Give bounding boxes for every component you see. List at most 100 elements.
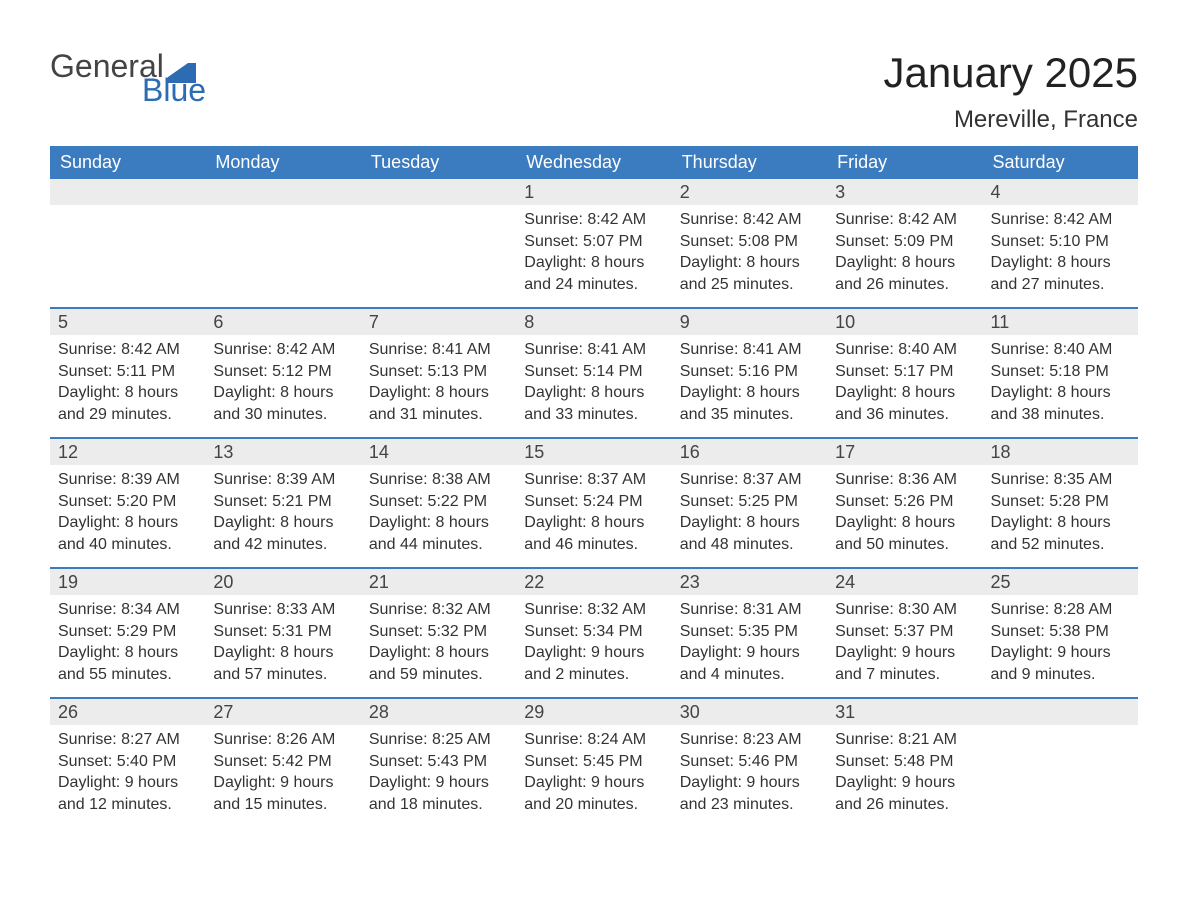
daylight-line1: Daylight: 8 hours: [369, 382, 508, 404]
daylight-line1: Daylight: 8 hours: [524, 382, 663, 404]
daylight-line1: Daylight: 9 hours: [991, 642, 1130, 664]
day-cell: 21Sunrise: 8:32 AMSunset: 5:32 PMDayligh…: [361, 569, 516, 697]
daylight-line2: and 20 minutes.: [524, 794, 663, 816]
sunset-text: Sunset: 5:46 PM: [680, 751, 819, 773]
daylight-line2: and 30 minutes.: [213, 404, 352, 426]
day-body: Sunrise: 8:27 AMSunset: 5:40 PMDaylight:…: [50, 725, 205, 825]
day-number: 19: [50, 569, 205, 595]
calendar-page: General Blue January 2025 Mereville, Fra…: [0, 0, 1188, 857]
daylight-line1: Daylight: 8 hours: [58, 382, 197, 404]
weekday-header: Sunday: [50, 146, 205, 179]
daylight-line1: Daylight: 9 hours: [680, 772, 819, 794]
sunrise-text: Sunrise: 8:40 AM: [835, 339, 974, 361]
day-number: 22: [516, 569, 671, 595]
day-number: 16: [672, 439, 827, 465]
day-cell: 29Sunrise: 8:24 AMSunset: 5:45 PMDayligh…: [516, 699, 671, 827]
day-body: Sunrise: 8:38 AMSunset: 5:22 PMDaylight:…: [361, 465, 516, 565]
week-row: 1Sunrise: 8:42 AMSunset: 5:07 PMDaylight…: [50, 179, 1138, 307]
day-cell: 6Sunrise: 8:42 AMSunset: 5:12 PMDaylight…: [205, 309, 360, 437]
daylight-line1: Daylight: 9 hours: [835, 772, 974, 794]
daylight-line1: Daylight: 8 hours: [835, 382, 974, 404]
day-cell: 11Sunrise: 8:40 AMSunset: 5:18 PMDayligh…: [983, 309, 1138, 437]
day-body: [983, 725, 1138, 821]
sunrise-text: Sunrise: 8:39 AM: [58, 469, 197, 491]
day-body: Sunrise: 8:42 AMSunset: 5:12 PMDaylight:…: [205, 335, 360, 435]
daylight-line1: Daylight: 8 hours: [524, 252, 663, 274]
calendar-grid: SundayMondayTuesdayWednesdayThursdayFrid…: [50, 146, 1138, 827]
day-number: 13: [205, 439, 360, 465]
sunset-text: Sunset: 5:14 PM: [524, 361, 663, 383]
sunset-text: Sunset: 5:34 PM: [524, 621, 663, 643]
daylight-line1: Daylight: 8 hours: [991, 382, 1130, 404]
daylight-line2: and 23 minutes.: [680, 794, 819, 816]
sunrise-text: Sunrise: 8:35 AM: [991, 469, 1130, 491]
day-number: 20: [205, 569, 360, 595]
sunrise-text: Sunrise: 8:26 AM: [213, 729, 352, 751]
day-number: 12: [50, 439, 205, 465]
weekday-header: Tuesday: [361, 146, 516, 179]
daylight-line2: and 26 minutes.: [835, 794, 974, 816]
sunset-text: Sunset: 5:12 PM: [213, 361, 352, 383]
day-cell: 23Sunrise: 8:31 AMSunset: 5:35 PMDayligh…: [672, 569, 827, 697]
daylight-line2: and 12 minutes.: [58, 794, 197, 816]
day-cell: 2Sunrise: 8:42 AMSunset: 5:08 PMDaylight…: [672, 179, 827, 307]
day-cell: 8Sunrise: 8:41 AMSunset: 5:14 PMDaylight…: [516, 309, 671, 437]
sunset-text: Sunset: 5:13 PM: [369, 361, 508, 383]
daylight-line1: Daylight: 8 hours: [991, 252, 1130, 274]
day-number: 7: [361, 309, 516, 335]
day-cell: 31Sunrise: 8:21 AMSunset: 5:48 PMDayligh…: [827, 699, 982, 827]
daylight-line1: Daylight: 8 hours: [991, 512, 1130, 534]
day-body: Sunrise: 8:41 AMSunset: 5:13 PMDaylight:…: [361, 335, 516, 435]
sunrise-text: Sunrise: 8:34 AM: [58, 599, 197, 621]
day-number: 28: [361, 699, 516, 725]
sunset-text: Sunset: 5:22 PM: [369, 491, 508, 513]
day-number: 17: [827, 439, 982, 465]
day-cell: 27Sunrise: 8:26 AMSunset: 5:42 PMDayligh…: [205, 699, 360, 827]
week-row: 5Sunrise: 8:42 AMSunset: 5:11 PMDaylight…: [50, 307, 1138, 437]
day-cell: 5Sunrise: 8:42 AMSunset: 5:11 PMDaylight…: [50, 309, 205, 437]
day-body: Sunrise: 8:37 AMSunset: 5:24 PMDaylight:…: [516, 465, 671, 565]
weekday-header-row: SundayMondayTuesdayWednesdayThursdayFrid…: [50, 146, 1138, 179]
day-body: [50, 205, 205, 301]
day-body: Sunrise: 8:28 AMSunset: 5:38 PMDaylight:…: [983, 595, 1138, 695]
daylight-line1: Daylight: 8 hours: [680, 382, 819, 404]
day-number: [50, 179, 205, 205]
sunset-text: Sunset: 5:09 PM: [835, 231, 974, 253]
daylight-line1: Daylight: 8 hours: [213, 642, 352, 664]
daylight-line1: Daylight: 8 hours: [835, 252, 974, 274]
sunset-text: Sunset: 5:25 PM: [680, 491, 819, 513]
day-cell: 13Sunrise: 8:39 AMSunset: 5:21 PMDayligh…: [205, 439, 360, 567]
daylight-line2: and 26 minutes.: [835, 274, 974, 296]
day-cell: 25Sunrise: 8:28 AMSunset: 5:38 PMDayligh…: [983, 569, 1138, 697]
sunset-text: Sunset: 5:32 PM: [369, 621, 508, 643]
sunset-text: Sunset: 5:16 PM: [680, 361, 819, 383]
sunset-text: Sunset: 5:26 PM: [835, 491, 974, 513]
daylight-line2: and 24 minutes.: [524, 274, 663, 296]
day-cell: 18Sunrise: 8:35 AMSunset: 5:28 PMDayligh…: [983, 439, 1138, 567]
day-body: Sunrise: 8:21 AMSunset: 5:48 PMDaylight:…: [827, 725, 982, 825]
daylight-line1: Daylight: 8 hours: [524, 512, 663, 534]
day-number: 14: [361, 439, 516, 465]
day-number: [205, 179, 360, 205]
day-cell: 22Sunrise: 8:32 AMSunset: 5:34 PMDayligh…: [516, 569, 671, 697]
sunset-text: Sunset: 5:08 PM: [680, 231, 819, 253]
sunrise-text: Sunrise: 8:41 AM: [524, 339, 663, 361]
day-body: [205, 205, 360, 301]
daylight-line1: Daylight: 9 hours: [524, 642, 663, 664]
daylight-line2: and 40 minutes.: [58, 534, 197, 556]
sunset-text: Sunset: 5:40 PM: [58, 751, 197, 773]
daylight-line1: Daylight: 8 hours: [58, 642, 197, 664]
day-body: Sunrise: 8:26 AMSunset: 5:42 PMDaylight:…: [205, 725, 360, 825]
daylight-line1: Daylight: 8 hours: [369, 512, 508, 534]
sunrise-text: Sunrise: 8:42 AM: [524, 209, 663, 231]
day-number: 24: [827, 569, 982, 595]
daylight-line1: Daylight: 9 hours: [369, 772, 508, 794]
sunset-text: Sunset: 5:10 PM: [991, 231, 1130, 253]
daylight-line2: and 42 minutes.: [213, 534, 352, 556]
day-number: 1: [516, 179, 671, 205]
day-number: 6: [205, 309, 360, 335]
day-cell: [50, 179, 205, 307]
sunrise-text: Sunrise: 8:38 AM: [369, 469, 508, 491]
sunrise-text: Sunrise: 8:41 AM: [680, 339, 819, 361]
sunset-text: Sunset: 5:29 PM: [58, 621, 197, 643]
